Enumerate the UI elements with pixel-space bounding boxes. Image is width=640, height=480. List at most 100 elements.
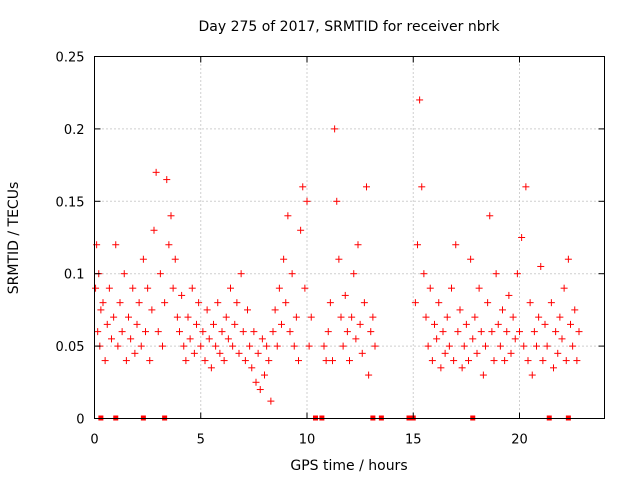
- data-point: [350, 270, 358, 278]
- data-point: [528, 371, 536, 379]
- data-point: [244, 306, 251, 314]
- data-point: [467, 255, 475, 263]
- data-point: [526, 299, 534, 307]
- y-tick-label: 0.1: [64, 268, 85, 283]
- data-point: [492, 270, 500, 278]
- data-point: [550, 364, 557, 372]
- x-tick-label: 0: [90, 433, 98, 448]
- data-point: [571, 306, 579, 314]
- data-point: [307, 313, 315, 321]
- chart-title: Day 275 of 2017, SRMTID for receiver nbr…: [198, 19, 500, 35]
- data-point: [564, 255, 572, 263]
- axes: [94, 56, 605, 419]
- data-point: [477, 328, 485, 336]
- y-tick-label: 0: [76, 413, 84, 428]
- data-point: [180, 342, 188, 350]
- data-point: [286, 328, 294, 336]
- data-point: [129, 284, 137, 292]
- data-point: [127, 335, 135, 343]
- data-point: [233, 299, 241, 307]
- data-point: [329, 357, 336, 365]
- data-point: [288, 270, 296, 278]
- data-point: [241, 357, 249, 365]
- data-point: [356, 320, 364, 328]
- data-point: [490, 357, 498, 365]
- data-point: [462, 320, 470, 328]
- data-point: [258, 335, 266, 343]
- data-point: [441, 349, 449, 357]
- data-point: [530, 328, 538, 336]
- x-axis-label: GPS time / hours: [290, 458, 407, 474]
- data-point: [439, 328, 447, 336]
- data-point: [445, 342, 453, 350]
- data-point: [105, 284, 113, 292]
- data-point: [135, 299, 143, 307]
- data-point: [173, 313, 181, 321]
- data-point: [494, 320, 502, 328]
- data-point: [193, 320, 200, 328]
- data-point: [239, 328, 247, 336]
- data-point: [220, 357, 228, 365]
- data-point: [161, 299, 169, 307]
- data-point: [94, 328, 102, 336]
- data-point: [479, 371, 487, 379]
- data-point: [297, 226, 305, 234]
- data-point: [448, 284, 455, 292]
- data-point: [518, 234, 526, 241]
- data-point: [248, 364, 256, 372]
- data-point: [465, 357, 472, 365]
- data-point: [541, 320, 549, 328]
- data-point: [335, 255, 343, 263]
- data-point: [331, 125, 339, 133]
- data-point: [341, 291, 349, 299]
- data-point: [142, 328, 149, 336]
- data-point: [210, 320, 217, 328]
- data-point: [114, 342, 122, 350]
- data-point: [118, 328, 126, 336]
- data-point: [431, 320, 438, 328]
- x-tick-label: 20: [511, 433, 528, 448]
- data-point: [207, 364, 215, 372]
- data-point: [469, 335, 477, 343]
- data-point: [252, 378, 260, 386]
- data-point: [358, 349, 366, 357]
- data-point: [212, 342, 220, 350]
- data-point: [156, 270, 164, 278]
- data-point: [496, 342, 504, 350]
- data-point: [186, 335, 194, 343]
- data-point: [354, 241, 362, 249]
- data-point: [505, 291, 513, 299]
- data-point: [144, 284, 152, 292]
- data-point: [178, 291, 186, 299]
- y-axis-label: SRMTID / TECUs: [6, 182, 22, 295]
- data-point: [513, 270, 521, 278]
- data-point: [552, 328, 560, 336]
- data-point: [339, 342, 347, 350]
- data-point: [99, 299, 107, 307]
- data-point: [152, 168, 160, 176]
- data-point: [488, 328, 496, 336]
- data-point: [426, 284, 434, 292]
- data-point: [418, 183, 426, 191]
- data-point: [169, 284, 177, 292]
- data-point: [543, 342, 551, 350]
- data-point: [437, 364, 445, 372]
- data-point: [556, 313, 564, 321]
- data-point: [303, 197, 311, 205]
- data-point: [360, 299, 368, 307]
- data-point: [256, 386, 264, 394]
- data-point: [150, 226, 158, 234]
- data-point: [165, 241, 173, 249]
- data-point: [443, 313, 451, 321]
- data-point: [237, 270, 245, 278]
- data-point: [146, 357, 154, 365]
- y-tick-label: 0.25: [56, 51, 85, 66]
- data-point: [305, 342, 313, 350]
- data-point: [554, 349, 562, 357]
- data-point: [254, 349, 262, 357]
- data-points: [92, 96, 583, 405]
- data-point: [428, 357, 436, 365]
- data-point: [499, 306, 506, 314]
- data-point: [324, 328, 332, 336]
- data-point: [539, 357, 547, 365]
